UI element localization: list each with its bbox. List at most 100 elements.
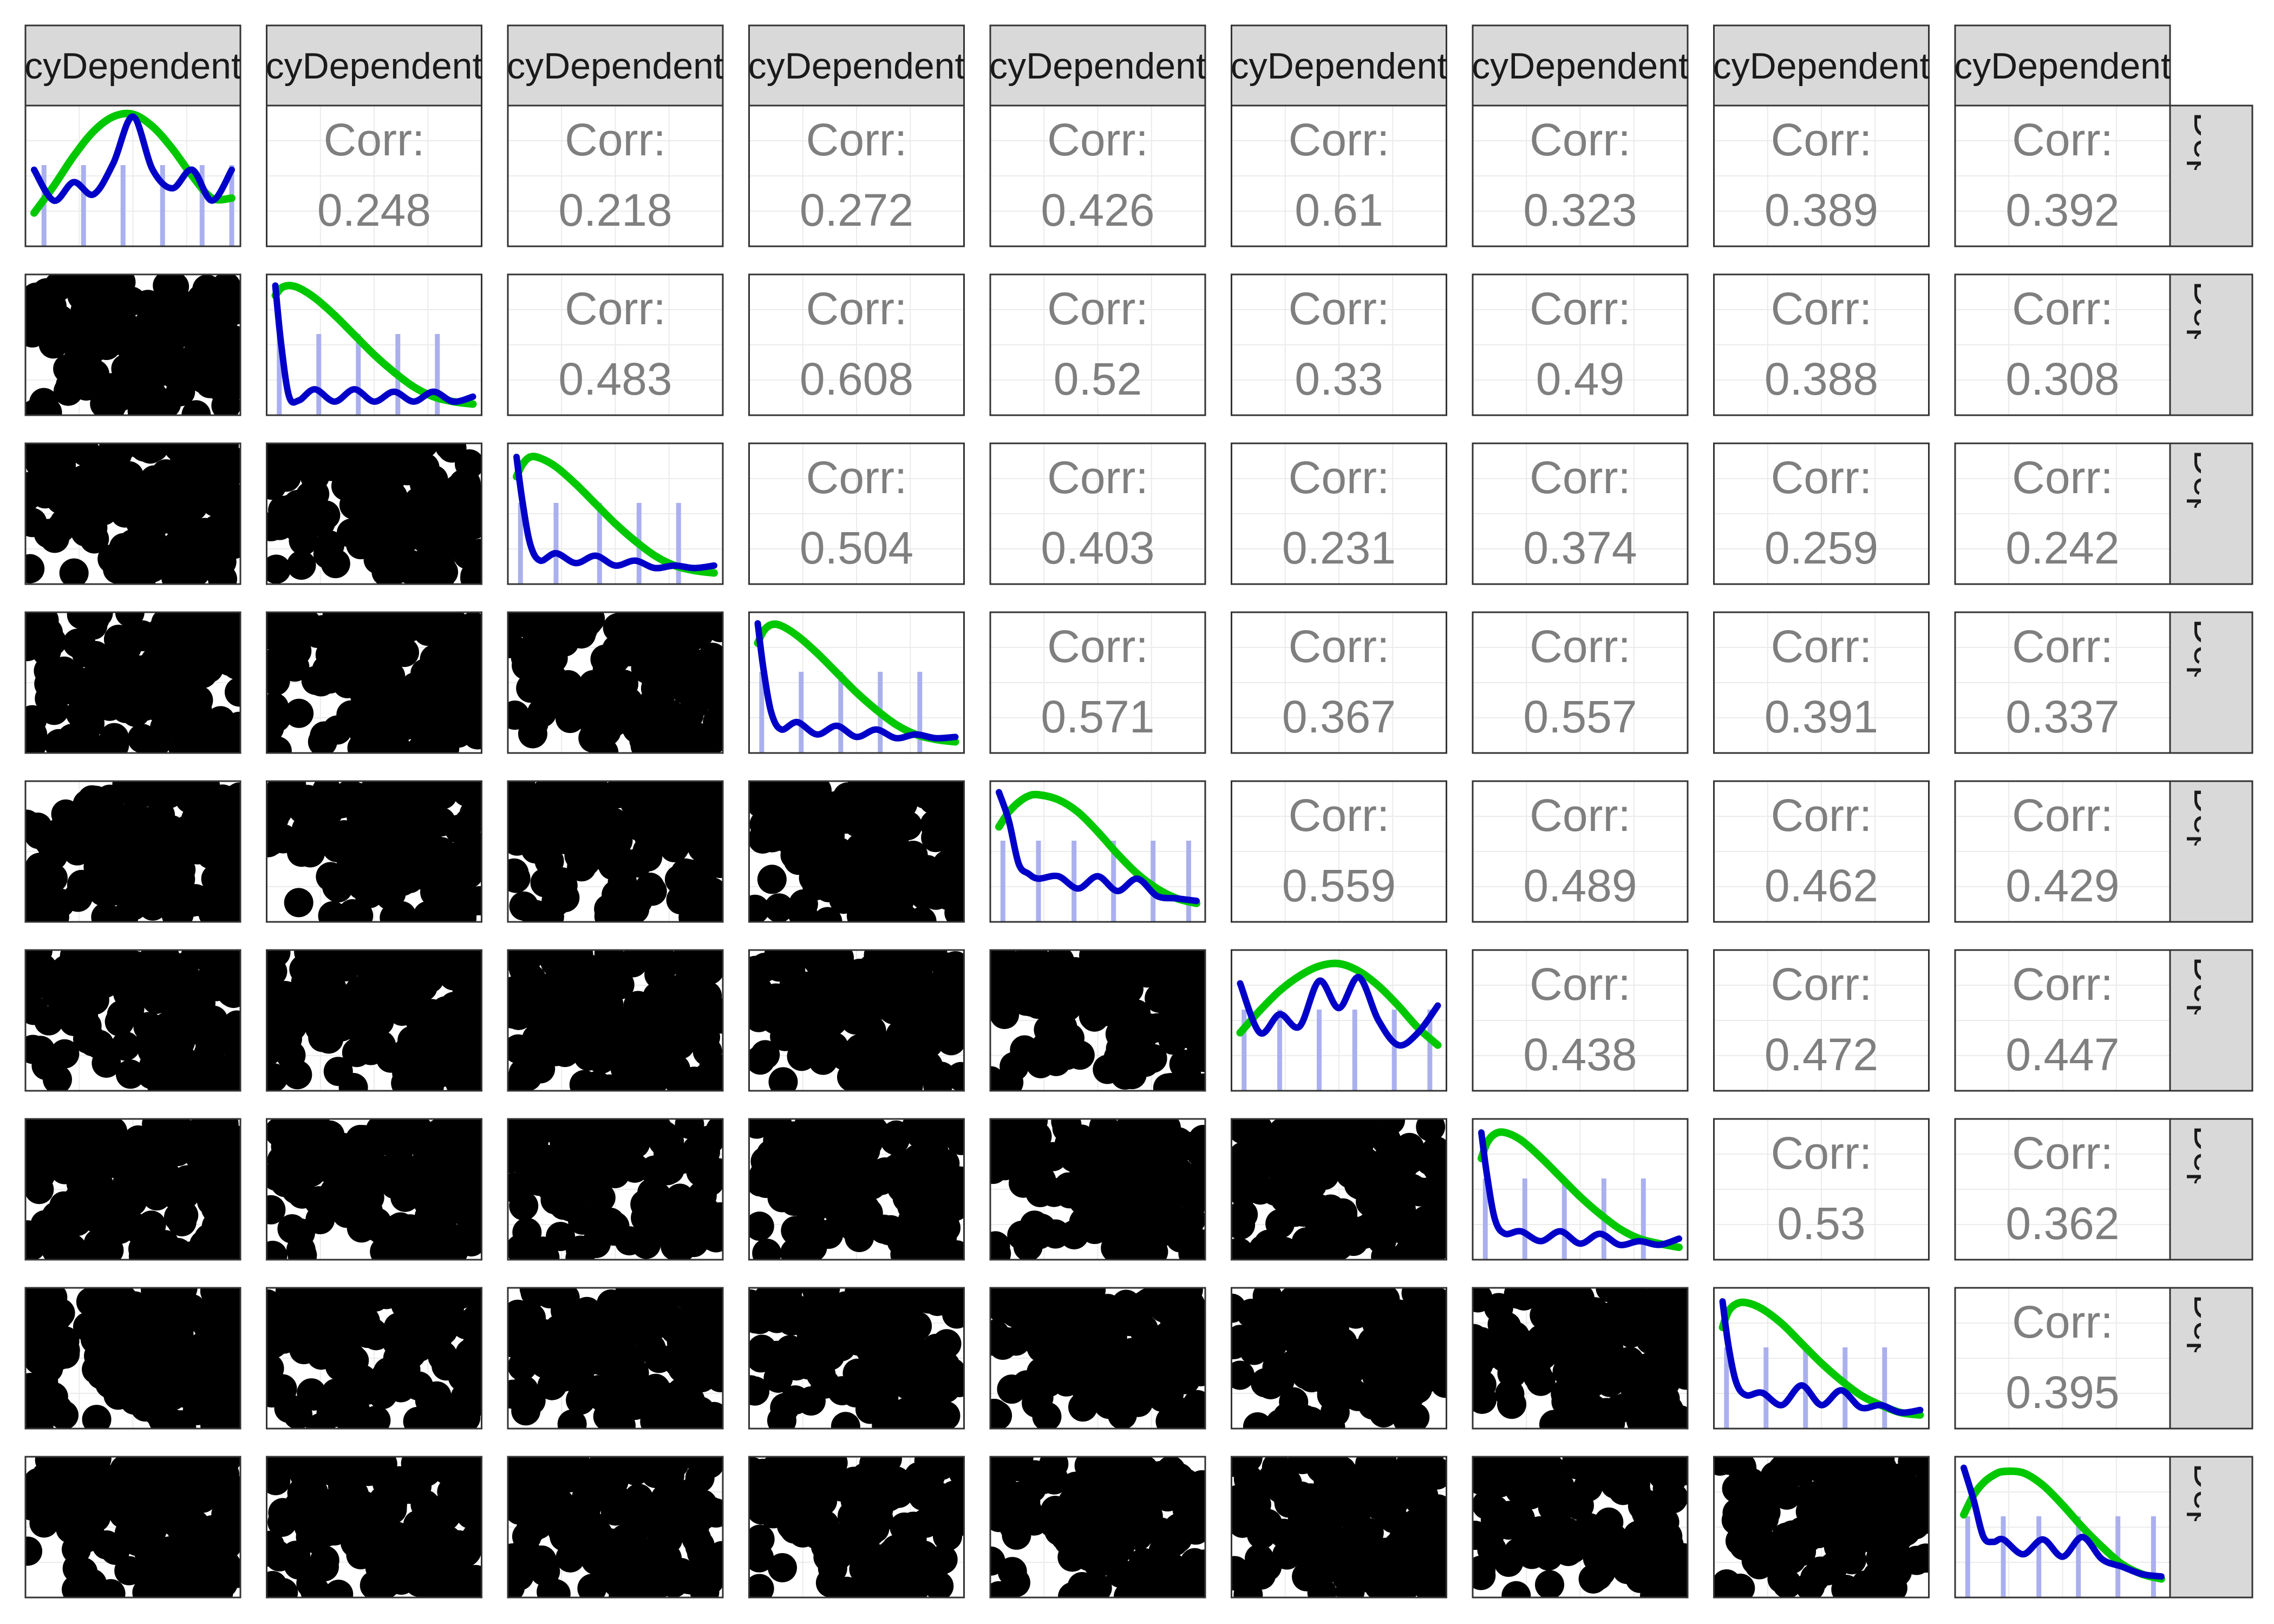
scatter-point [946, 1125, 964, 1155]
corr-value: 0.218 [558, 185, 672, 235]
scatter-point [153, 274, 182, 300]
row-strip [2167, 611, 2253, 754]
scatter-point [199, 531, 228, 561]
scatter-point [25, 1373, 45, 1403]
scatter-point [67, 1578, 96, 1597]
scatter-point [1187, 1037, 1205, 1066]
scatter-point [1670, 1345, 1688, 1374]
scatter-point [454, 1201, 482, 1231]
panel-border [507, 1118, 724, 1261]
scatter-point [509, 891, 539, 921]
density-curve [1237, 974, 1441, 1049]
scatter-point [1250, 1368, 1280, 1398]
panel-border [1713, 1118, 1930, 1261]
scatter-point [907, 1360, 937, 1390]
scatter-point [132, 1578, 162, 1597]
scatter-point [213, 1457, 240, 1472]
scatter-point [194, 1520, 224, 1550]
panel-border [1954, 780, 2171, 923]
scatter-point [269, 1324, 298, 1354]
scatter-point [108, 904, 138, 922]
scatter-point [508, 861, 524, 890]
scatter-point [322, 1490, 351, 1520]
scatter-point [764, 893, 794, 922]
scatter-point [508, 950, 527, 971]
scatter-point [422, 1381, 452, 1411]
scatter-point [284, 698, 314, 728]
scatter-point [53, 354, 83, 384]
scatter-point [930, 1149, 960, 1178]
scatter-point [859, 1028, 888, 1058]
scatter-point [189, 1582, 219, 1597]
scatter-point [508, 1564, 528, 1594]
panel-border [507, 273, 724, 416]
scatter-point [330, 991, 360, 1020]
scatter-point [282, 1171, 312, 1201]
scatter-point [644, 731, 674, 753]
panel-border [266, 949, 482, 1092]
corr-value: 0.489 [1523, 860, 1637, 911]
scatter-point [426, 1119, 455, 1148]
panel-9-3 [508, 1457, 723, 1597]
scatter-point [1539, 1410, 1569, 1429]
scatter-point [1231, 1360, 1255, 1390]
corr-value: 0.391 [1765, 691, 1878, 742]
panel-border [1231, 780, 1447, 923]
panel-border [507, 442, 724, 585]
scatter-point [378, 1531, 408, 1561]
scatter-point [559, 1021, 589, 1051]
scatter-point [428, 1026, 458, 1056]
scatter-point [1400, 1403, 1430, 1429]
corr-label: Corr: [806, 283, 907, 334]
corr-value: 0.33 [1295, 353, 1383, 404]
panel-2-3: Corr:0.483 [508, 274, 723, 415]
scatter-point [1345, 1343, 1375, 1372]
panel-3-2 [266, 443, 482, 584]
panel-7-3 [508, 1119, 723, 1260]
scatter-point [324, 1580, 354, 1597]
corr-label: Corr: [2012, 621, 2113, 672]
scatter-point [1068, 1185, 1098, 1215]
scatter-point [583, 1179, 613, 1209]
scatter-point [655, 643, 684, 672]
corr-label: Corr: [1289, 114, 1390, 165]
density-curve [513, 454, 717, 572]
scatter-point [25, 1175, 54, 1204]
row-strip-label: Depende [2186, 112, 2227, 261]
panel-border [989, 1287, 1206, 1430]
scatter-point [225, 814, 240, 844]
scatter-point [456, 969, 482, 999]
scatter-point [1249, 1235, 1278, 1260]
scatter-point [1031, 961, 1061, 991]
column-strip [266, 24, 482, 107]
scatter-point [1105, 1019, 1135, 1049]
scatter-point [334, 1139, 363, 1169]
scatter-point [926, 1457, 956, 1481]
scatter-point [376, 1043, 406, 1073]
scatter-point [316, 862, 345, 892]
scatter-point [174, 554, 204, 584]
scatter-point [266, 666, 290, 696]
scatter-point [553, 670, 583, 699]
panel-6-3 [508, 950, 723, 1091]
scatter-point [1291, 1239, 1321, 1260]
scatter-point [266, 1571, 287, 1597]
scatter-point [448, 887, 478, 916]
scatter-point [1231, 1210, 1256, 1240]
scatter-point [149, 1348, 179, 1378]
scatter-point [752, 1239, 782, 1260]
corr-label: Corr: [1771, 114, 1872, 165]
scatter-point [381, 1480, 411, 1510]
scatter-point [1396, 1379, 1426, 1409]
panel-8-6 [1231, 1288, 1447, 1429]
panel-border [1472, 273, 1689, 416]
corr-label: Corr: [1289, 790, 1390, 841]
scatter-point [1052, 1119, 1082, 1140]
scatter-point [601, 1141, 631, 1171]
scatter-point [650, 993, 680, 1023]
panel-border [1472, 949, 1689, 1092]
corr-value: 0.53 [1777, 1198, 1866, 1249]
scatter-point [787, 1179, 817, 1209]
scatter-point [371, 443, 401, 470]
panel-border [266, 442, 482, 585]
